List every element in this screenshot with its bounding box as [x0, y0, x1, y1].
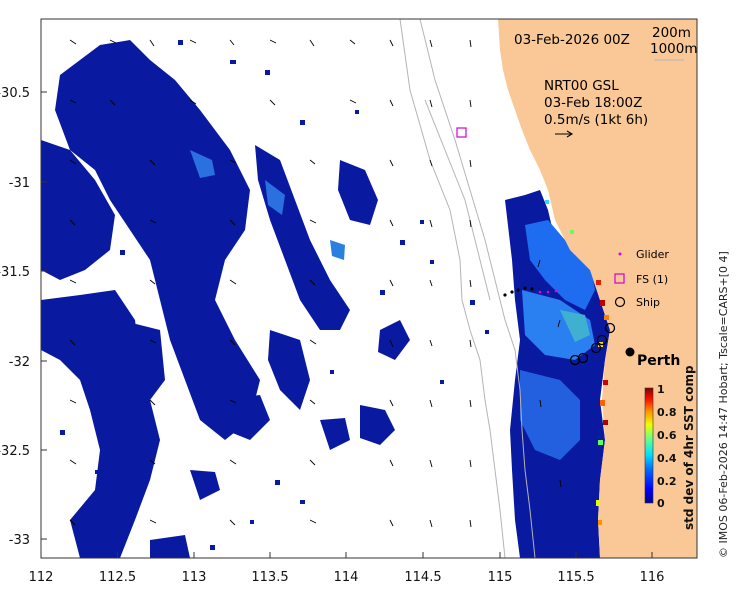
- legend-label-fs: FS (1): [636, 273, 668, 286]
- scale-arrow-icon: [555, 130, 574, 138]
- isobath-label-1000m: 1000m: [650, 41, 698, 57]
- legend-label-ship: Ship: [636, 296, 660, 309]
- y-tick-label: -32: [9, 355, 30, 370]
- date-label: 03-Feb-2026 00Z: [514, 32, 630, 48]
- sst-pixels: [45, 40, 489, 550]
- y-tick-label: -33: [9, 533, 30, 548]
- y-tick-labels: -30.5 -31 -31.5 -32 -32.5 -33: [0, 86, 30, 548]
- fs-marker: [456, 127, 467, 138]
- x-tick-label: 113.5: [251, 570, 288, 585]
- ship-circle-icon: [614, 296, 626, 308]
- isobath-label-200m: 200m: [652, 25, 691, 41]
- glider-positions: [538, 289, 558, 294]
- coastal-pixels: [545, 200, 609, 525]
- colorbar-scale: [644, 387, 654, 504]
- perth-marker: [625, 347, 635, 357]
- colorbar-tick: 0: [657, 497, 665, 510]
- colorbar-tick: 0.4: [657, 452, 677, 465]
- y-tick-label: -31.5: [0, 265, 30, 280]
- x-tick-label: 115.5: [557, 570, 594, 585]
- current-title: NRT00 GSL: [544, 78, 619, 94]
- colorbar-tick: 0.8: [657, 406, 677, 419]
- x-tick-label: 112.5: [99, 570, 136, 585]
- y-tick-label: -32.5: [0, 444, 30, 459]
- current-arrows: [69, 39, 562, 528]
- plot-frame: [40, 18, 698, 559]
- current-time: 03-Feb 18:00Z: [544, 95, 642, 111]
- x-axis: [40, 552, 653, 558]
- glider-track: [503, 286, 534, 297]
- colorbar-title: std dev of 4hr SST comp: [682, 365, 696, 530]
- x-tick-label: 112: [29, 570, 54, 585]
- x-tick-label: 114: [334, 570, 359, 585]
- x-tick-label: 114.5: [404, 570, 441, 585]
- colorbar: 1 0.8 0.6 0.4 0.2 0 std dev of 4hr SST c…: [644, 365, 696, 530]
- current-scale: 0.5m/s (1kt 6h): [544, 112, 648, 128]
- fs-square-icon: [614, 273, 625, 284]
- y-axis: [41, 91, 47, 540]
- glider-dot-icon: [618, 252, 622, 256]
- ship-track: [569, 322, 616, 366]
- credit-text: © IMOS 06-Feb-2026 14:47 Hobart; Tscale=…: [717, 251, 730, 558]
- y-tick-label: -31: [9, 176, 30, 191]
- colorbar-tick: 0.6: [657, 429, 677, 442]
- x-tick-label: 115: [488, 570, 513, 585]
- legend-label-glider: Glider: [636, 248, 669, 261]
- x-tick-labels: 112 112.5 113 113.5 114 114.5 115 115.5 …: [29, 570, 665, 585]
- y-tick-label: -30.5: [0, 86, 30, 101]
- city-label-perth: Perth: [637, 353, 680, 369]
- legend: Glider FS (1) Ship: [614, 248, 669, 309]
- colorbar-tick: 0.2: [657, 475, 677, 488]
- x-tick-label: 116: [640, 570, 665, 585]
- colorbar-tick: 1: [657, 383, 665, 396]
- x-tick-label: 113: [182, 570, 207, 585]
